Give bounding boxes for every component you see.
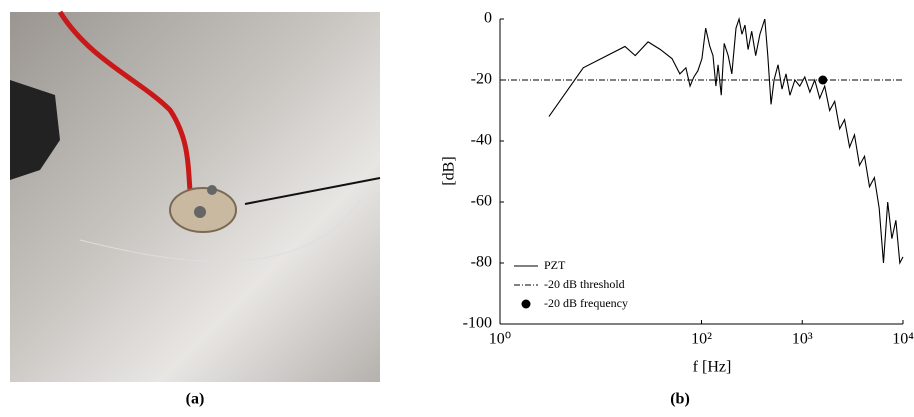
x-axis-label: f [Hz] xyxy=(693,359,732,376)
y-tick-label: -60 xyxy=(471,193,492,210)
y-axis-label: [dB] xyxy=(441,156,458,185)
y-tick-label: -40 xyxy=(471,132,492,149)
photo xyxy=(10,10,381,382)
series-line xyxy=(548,16,904,265)
legend-label: -20 dB threshold xyxy=(544,277,625,291)
y-tick-label: -20 xyxy=(471,71,492,88)
x-tick-label: 10⁴ xyxy=(892,331,914,348)
marker xyxy=(818,75,828,85)
legend-label: -20 dB frequency xyxy=(544,296,628,310)
legend-label: PZT xyxy=(544,258,566,272)
y-tick-label: -100 xyxy=(463,315,492,332)
x-tick-label: 10² xyxy=(691,331,712,348)
x-tick-label: 10³ xyxy=(792,331,813,348)
x-tick-label: 10⁰ xyxy=(489,331,511,348)
panel-label: (a) xyxy=(186,391,205,408)
panel-label: (b) xyxy=(670,391,690,408)
legend-marker xyxy=(521,299,531,309)
y-tick-label: -80 xyxy=(471,254,492,271)
y-tick-label: 0 xyxy=(484,10,492,27)
